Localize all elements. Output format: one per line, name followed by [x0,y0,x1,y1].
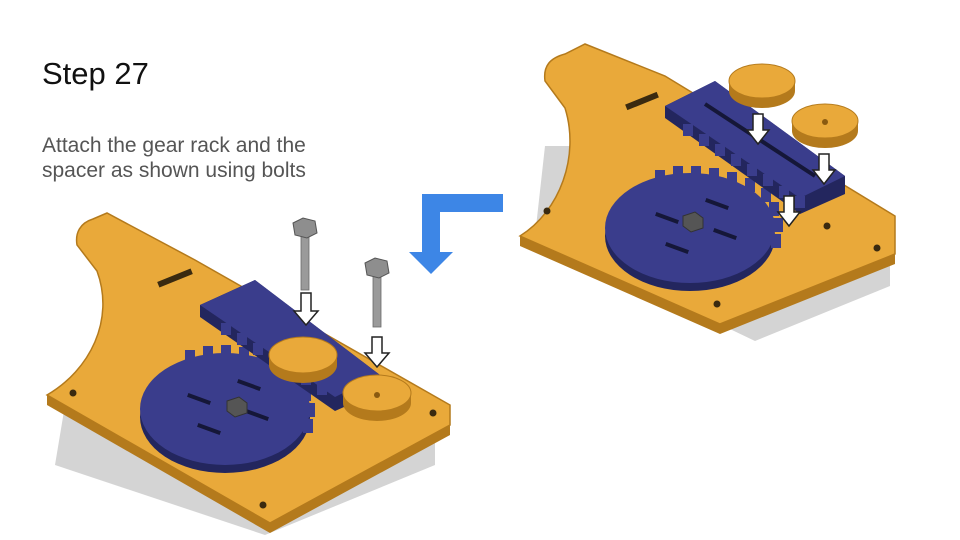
down-arrow-outline-icon [811,153,837,186]
down-arrow-outline-icon [292,292,320,327]
spacer-1 [728,63,796,108]
bolt-2 [364,257,390,328]
bolt-1 [292,217,318,291]
slide-title: Step 27 [42,56,149,91]
spacer-2 [342,374,412,421]
gear-center-bolt [226,396,248,418]
pinion-gear [140,345,315,473]
gear-center-bolt [682,211,704,233]
l-shaped-arrow-down-left-icon [409,194,503,274]
down-arrow-outline-icon [776,195,802,228]
assembled-illustration [45,212,451,535]
spacer-1 [268,336,338,383]
spacer-2 [791,103,859,148]
exploded-assembly-illustration [518,43,896,341]
down-arrow-outline-icon [363,336,391,369]
slide-instruction: Attach the gear rack and the spacer as s… [42,134,306,182]
down-arrow-outline-icon [745,113,771,146]
pinion-gear [605,166,783,291]
